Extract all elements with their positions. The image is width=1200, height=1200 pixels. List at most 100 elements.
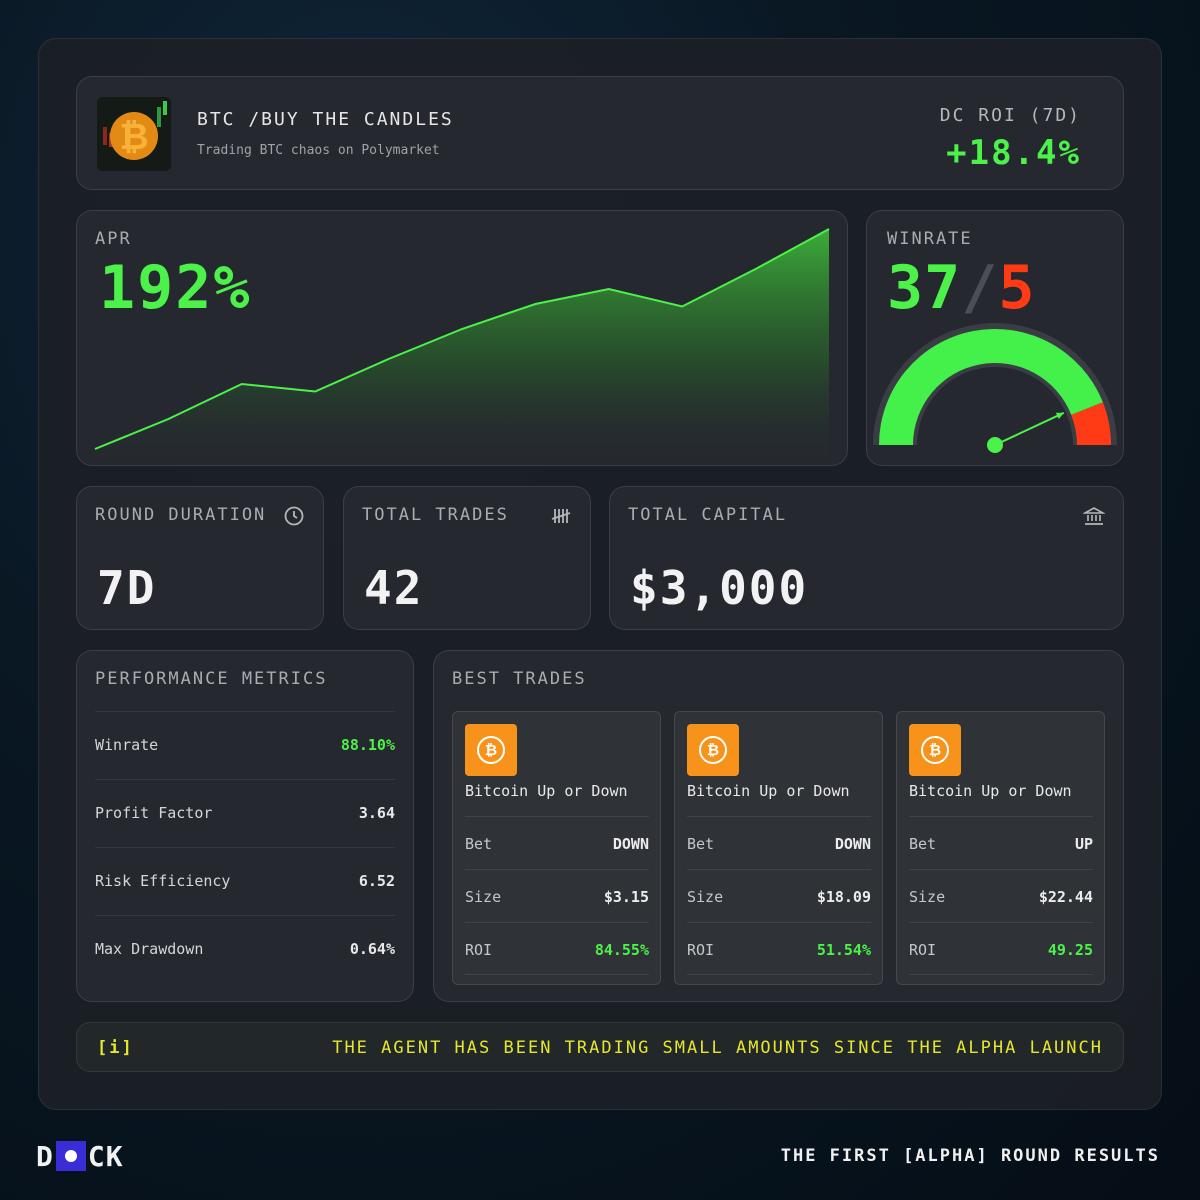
bitcoin-coin-icon: ₿	[909, 724, 961, 776]
total-trades-card: TOTAL TRADES 42	[343, 486, 591, 630]
trade-bet-value: UP	[1074, 835, 1093, 853]
bitcoin-coin-icon: ₿	[465, 724, 517, 776]
bitcoin-symbol: ₿	[699, 736, 727, 764]
metric-name: Profit Factor	[95, 804, 213, 822]
bank-icon	[1083, 507, 1105, 525]
trade-bet-key: Bet	[687, 835, 715, 853]
metric-name: Risk Efficiency	[95, 872, 231, 890]
tally-icon	[551, 509, 571, 523]
trade-card[interactable]: ₿ Bitcoin Up or Down Bet UP Size $22.44 RO…	[896, 711, 1105, 985]
trade-bet-row: Bet UP	[909, 816, 1093, 869]
roi-label: DC ROI (7D)	[939, 105, 1081, 126]
total-trades-label: TOTAL TRADES	[362, 505, 509, 525]
metric-row-winrate: Winrate 88.10%	[95, 711, 395, 779]
metric-value: 6.52	[358, 872, 395, 890]
trade-roi-value: 84.55%	[594, 941, 649, 959]
roi-value: +18.4%	[946, 133, 1081, 173]
best-trades-card: BEST TRADES ₿ Bitcoin Up or Down Bet DOWN…	[433, 650, 1124, 1002]
footer-tagline: THE FIRST [ALPHA] ROUND RESULTS	[780, 1146, 1160, 1166]
apr-label: APR	[95, 229, 132, 249]
logo-text-right: CK	[87, 1139, 124, 1173]
info-banner: [i] THE AGENT HAS BEEN TRADING SMALL AMO…	[76, 1022, 1124, 1072]
trade-size-key: Size	[909, 888, 946, 906]
trade-bet-row: Bet DOWN	[465, 816, 649, 869]
trade-bet-key: Bet	[465, 835, 493, 853]
total-capital-card: TOTAL CAPITAL $3,000	[609, 486, 1124, 630]
total-capital-value: $3,000	[630, 561, 809, 615]
apr-chart	[94, 228, 830, 465]
metric-row-risk-efficiency: Risk Efficiency 6.52	[95, 847, 395, 915]
trade-size-row: Size $3.15	[465, 869, 649, 922]
round-duration-card: ROUND DURATION 7D	[76, 486, 324, 630]
svg-text:₿: ₿	[119, 117, 148, 158]
trade-roi-value: 49.25	[1047, 941, 1093, 959]
trade-size-row: Size $18.09	[687, 869, 871, 922]
trade-roi-row: ROI 49.25	[909, 922, 1093, 975]
brand-title: BTC /BUY THE CANDLES	[197, 109, 454, 130]
brand-subtitle: Trading BTC chaos on Polymarket	[197, 143, 440, 158]
winrate-losses: 5	[998, 253, 1036, 323]
header-card: ₿ BTC /BUY THE CANDLES Trading BTC chaos…	[76, 76, 1124, 190]
btc-candle-logo-icon: ₿	[97, 97, 171, 171]
trade-roi-key: ROI	[687, 941, 715, 959]
trade-size-key: Size	[687, 888, 724, 906]
apr-value: 192%	[99, 253, 252, 323]
btc-logo: ₿	[97, 97, 171, 171]
best-trades-label: BEST TRADES	[452, 669, 587, 689]
apr-card: APR 192%	[76, 210, 848, 466]
round-duration-value: 7D	[97, 561, 157, 615]
winrate-label: WINRATE	[887, 229, 973, 249]
trade-bet-key: Bet	[909, 835, 937, 853]
metric-row-profit-factor: Profit Factor 3.64	[95, 779, 395, 847]
trade-title: Bitcoin Up or Down	[909, 782, 1072, 800]
clock-icon	[284, 506, 304, 526]
gauge-needle-tip	[1055, 412, 1064, 420]
metric-name: Winrate	[95, 736, 159, 754]
metric-value: 88.10%	[340, 736, 395, 754]
trade-card[interactable]: ₿ Bitcoin Up or Down Bet DOWN Size $18.09 …	[674, 711, 883, 985]
apr-line	[94, 228, 830, 450]
trade-roi-row: ROI 51.54%	[687, 922, 871, 975]
trade-size-value: $3.15	[603, 888, 649, 906]
trade-size-key: Size	[465, 888, 502, 906]
gauge-win-arc	[879, 329, 1103, 445]
round-duration-label: ROUND DURATION	[95, 505, 267, 525]
trade-bet-row: Bet DOWN	[687, 816, 871, 869]
gauge-needle	[994, 411, 1065, 446]
metric-value: 0.64%	[349, 940, 395, 958]
trade-title: Bitcoin Up or Down	[687, 782, 850, 800]
logo-text-left: D	[36, 1139, 54, 1173]
trade-bet-value: DOWN	[612, 835, 649, 853]
trade-roi-value: 51.54%	[816, 941, 871, 959]
winrate-card: WINRATE 37/5	[866, 210, 1124, 466]
trade-title: Bitcoin Up or Down	[465, 782, 628, 800]
info-message: THE AGENT HAS BEEN TRADING SMALL AMOUNTS…	[332, 1038, 1103, 1058]
logo-o-icon	[55, 1141, 86, 1171]
gauge-loss-arc	[1071, 402, 1111, 445]
metric-name: Max Drawdown	[95, 940, 204, 958]
bitcoin-symbol: ₿	[477, 736, 505, 764]
info-tag: [i]	[97, 1038, 134, 1058]
winrate-slash: /	[961, 253, 999, 323]
dock-logo: D CK	[36, 1139, 124, 1173]
performance-label: PERFORMANCE METRICS	[95, 669, 328, 689]
apr-area	[95, 229, 829, 465]
trade-roi-key: ROI	[909, 941, 937, 959]
trade-card[interactable]: ₿ Bitcoin Up or Down Bet DOWN Size $3.15 R…	[452, 711, 661, 985]
bitcoin-symbol: ₿	[921, 736, 949, 764]
total-capital-label: TOTAL CAPITAL	[628, 505, 788, 525]
trade-size-row: Size $22.44	[909, 869, 1093, 922]
winrate-value: 37/5	[887, 253, 1036, 323]
metric-row-max-drawdown: Max Drawdown 0.64%	[95, 915, 395, 983]
bitcoin-coin-icon: ₿	[687, 724, 739, 776]
metric-value: 3.64	[358, 804, 395, 822]
winrate-gauge	[873, 323, 1117, 453]
total-trades-value: 42	[364, 561, 424, 615]
gauge-hub	[987, 437, 1003, 453]
trade-bet-value: DOWN	[834, 835, 871, 853]
winrate-wins: 37	[887, 253, 962, 323]
trade-roi-row: ROI 84.55%	[465, 922, 649, 975]
trade-size-value: $22.44	[1038, 888, 1093, 906]
trade-roi-key: ROI	[465, 941, 493, 959]
performance-metrics-card: PERFORMANCE METRICS Winrate 88.10% Profi…	[76, 650, 414, 1002]
